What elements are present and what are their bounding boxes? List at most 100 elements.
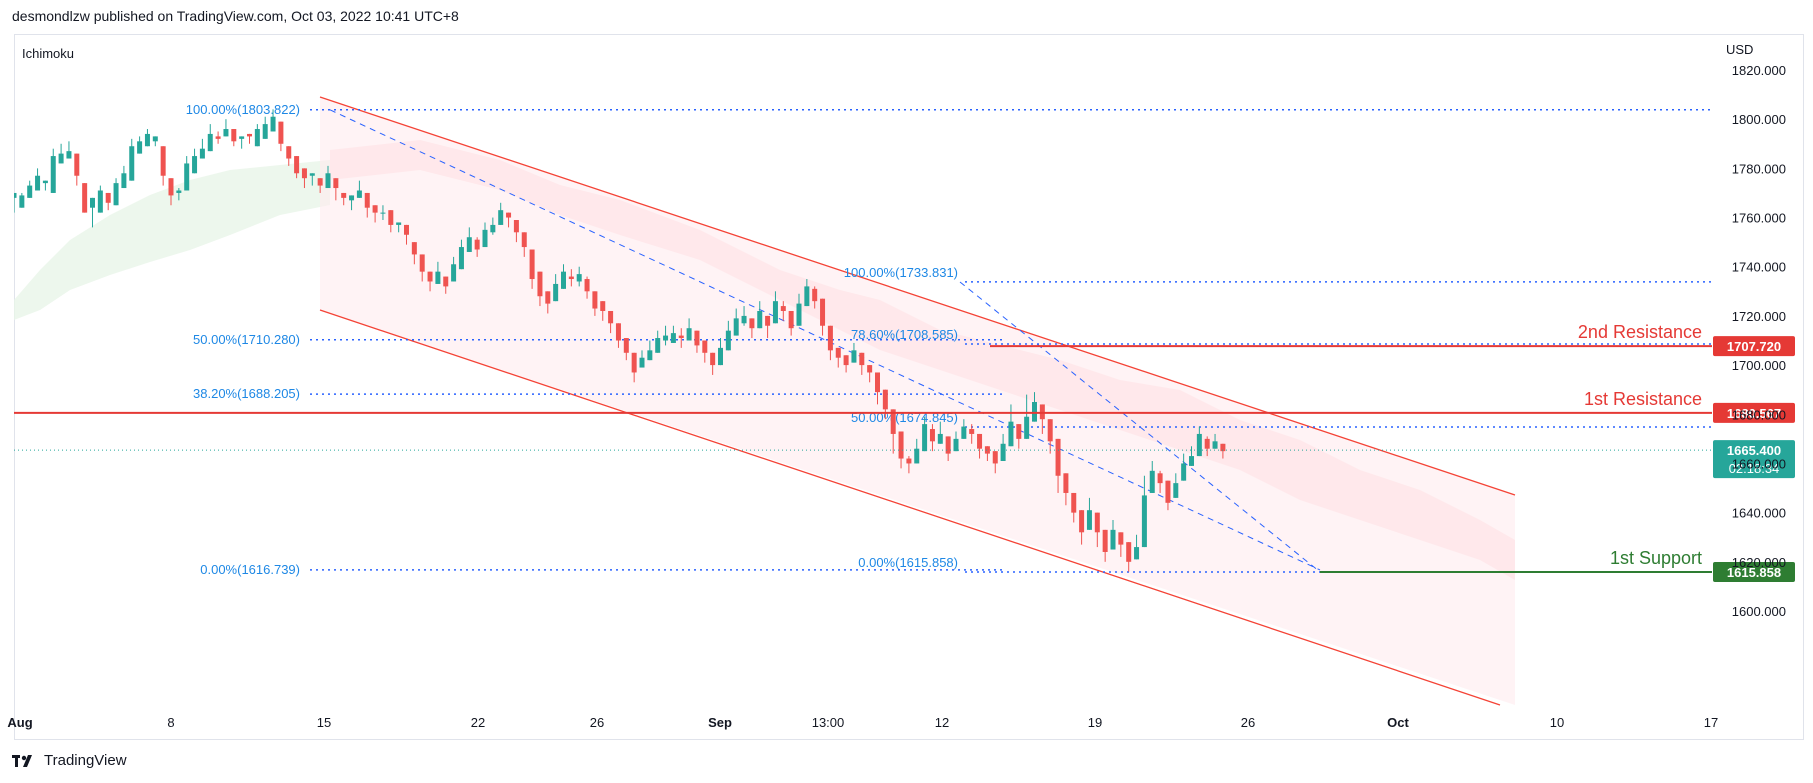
candle[interactable] — [655, 330, 661, 353]
candle[interactable] — [1102, 529, 1108, 562]
candle[interactable] — [639, 350, 645, 368]
candle[interactable] — [474, 237, 480, 257]
candle[interactable] — [513, 220, 519, 243]
candle[interactable] — [372, 205, 378, 223]
candle[interactable] — [914, 438, 920, 464]
candle[interactable] — [1196, 426, 1202, 457]
candle[interactable] — [1189, 446, 1194, 466]
candle[interactable] — [718, 338, 723, 366]
candle[interactable] — [929, 424, 935, 452]
candle[interactable] — [545, 291, 551, 314]
candle[interactable] — [262, 116, 268, 139]
candle[interactable] — [247, 133, 252, 144]
candle[interactable] — [396, 222, 402, 233]
candle[interactable] — [1000, 433, 1006, 461]
candle[interactable] — [404, 224, 409, 245]
candle[interactable] — [553, 274, 559, 302]
candle[interactable] — [1039, 404, 1045, 434]
candle[interactable] — [349, 195, 355, 211]
candle[interactable] — [937, 421, 943, 444]
candle[interactable] — [827, 325, 833, 361]
candle[interactable] — [757, 301, 763, 329]
candle[interactable] — [121, 165, 127, 189]
candle[interactable] — [922, 416, 928, 452]
candle[interactable] — [341, 192, 347, 206]
channel-lower-line[interactable] — [319, 309, 1501, 706]
candle[interactable] — [482, 222, 488, 248]
candle[interactable] — [608, 310, 614, 334]
candle[interactable] — [35, 168, 41, 191]
candle[interactable] — [199, 138, 205, 159]
candle[interactable] — [875, 372, 880, 405]
candle[interactable] — [686, 318, 692, 341]
candle[interactable] — [325, 165, 331, 189]
candle[interactable] — [356, 180, 362, 198]
candle[interactable] — [1220, 443, 1226, 459]
candle[interactable] — [1149, 460, 1155, 493]
last-price-tag[interactable] — [1713, 440, 1795, 479]
candle[interactable] — [506, 212, 512, 228]
candle[interactable] — [317, 178, 323, 193]
candle[interactable] — [160, 146, 166, 186]
candle[interactable] — [780, 301, 786, 321]
candle[interactable] — [42, 180, 48, 191]
candle[interactable] — [19, 192, 25, 208]
candle[interactable] — [309, 173, 315, 186]
candle[interactable] — [898, 431, 904, 469]
candle[interactable] — [278, 121, 284, 152]
candle[interactable] — [867, 365, 873, 383]
candle[interactable] — [74, 153, 80, 186]
candle[interactable] — [50, 148, 56, 193]
candle[interactable] — [1055, 438, 1061, 493]
candle[interactable] — [231, 129, 237, 147]
candle[interactable] — [710, 352, 716, 375]
candle[interactable] — [1016, 424, 1022, 449]
candle[interactable] — [584, 276, 590, 299]
candle[interactable] — [945, 436, 951, 461]
candle[interactable] — [152, 136, 158, 147]
candle[interactable] — [168, 178, 174, 206]
candle[interactable] — [529, 249, 535, 289]
candle[interactable] — [82, 183, 88, 213]
candle[interactable] — [184, 156, 190, 191]
candle[interactable] — [733, 308, 739, 336]
candle[interactable] — [663, 325, 669, 346]
candle[interactable] — [301, 168, 307, 189]
candle[interactable] — [490, 217, 496, 235]
candle[interactable] — [90, 197, 95, 228]
candle[interactable] — [859, 352, 865, 375]
candle[interactable] — [192, 148, 198, 174]
candle[interactable] — [380, 205, 386, 221]
candle[interactable] — [670, 325, 676, 343]
candle[interactable] — [105, 192, 111, 211]
candle[interactable] — [388, 210, 394, 233]
candle[interactable] — [113, 178, 119, 206]
candle[interactable] — [623, 338, 629, 361]
footer-brand[interactable]: TradingView — [12, 752, 127, 769]
candle[interactable] — [521, 232, 527, 257]
candle[interactable] — [749, 318, 755, 339]
candle[interactable] — [1063, 473, 1069, 506]
candle[interactable] — [239, 136, 245, 149]
candle[interactable] — [137, 136, 143, 154]
candle[interactable] — [820, 298, 826, 336]
candle[interactable] — [1141, 475, 1147, 548]
candle[interactable] — [576, 266, 582, 287]
candle[interactable] — [294, 156, 300, 179]
candle[interactable] — [647, 340, 653, 361]
candle[interactable] — [835, 347, 841, 368]
candle[interactable] — [765, 315, 771, 339]
candle[interactable] — [772, 291, 778, 324]
candle[interactable] — [984, 446, 990, 461]
candle[interactable] — [144, 129, 150, 147]
candle[interactable] — [1173, 473, 1179, 498]
candle[interactable] — [1212, 433, 1218, 449]
candle[interactable] — [961, 419, 967, 439]
candle[interactable] — [1086, 497, 1092, 530]
candle[interactable] — [592, 291, 598, 316]
candle[interactable] — [890, 409, 896, 454]
candle[interactable] — [631, 352, 637, 383]
candle[interactable] — [741, 306, 747, 326]
candle[interactable] — [1118, 532, 1124, 557]
candle[interactable] — [969, 424, 975, 444]
